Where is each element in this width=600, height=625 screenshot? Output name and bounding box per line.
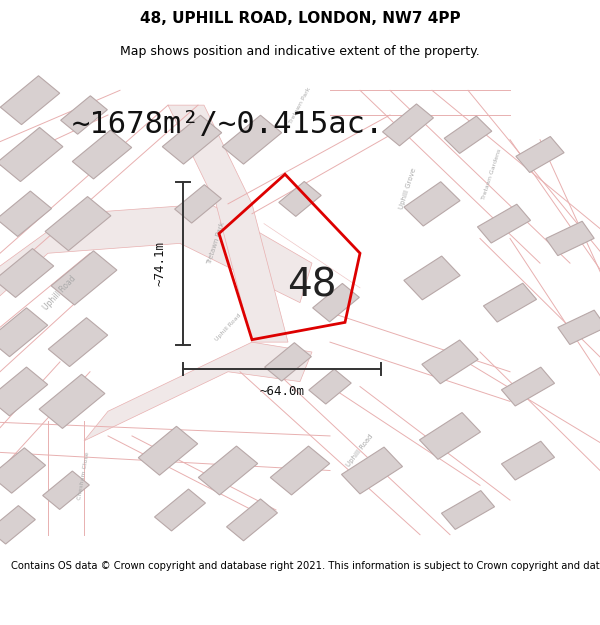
Text: Tretawn Park: Tretawn Park [206, 221, 226, 266]
Bar [422, 340, 478, 384]
Text: Uphill Road: Uphill Road [214, 312, 242, 342]
Text: 48, UPHILL ROAD, LONDON, NW7 4PP: 48, UPHILL ROAD, LONDON, NW7 4PP [140, 11, 460, 26]
Bar [558, 310, 600, 344]
Text: Contains OS data © Crown copyright and database right 2021. This information is : Contains OS data © Crown copyright and d… [11, 561, 600, 571]
Bar [484, 283, 536, 322]
Bar [383, 104, 433, 146]
Bar [404, 182, 460, 226]
Bar [341, 447, 403, 494]
Bar [43, 471, 89, 509]
Bar [444, 116, 492, 153]
Bar [45, 197, 111, 251]
Bar [227, 499, 277, 541]
Text: Map shows position and indicative extent of the property.: Map shows position and indicative extent… [120, 45, 480, 58]
Text: ~64.0m: ~64.0m [260, 385, 305, 398]
Bar [442, 491, 494, 529]
Bar [139, 426, 197, 475]
Text: Chesham Close: Chesham Close [77, 451, 91, 500]
Bar [279, 181, 321, 216]
Bar [309, 369, 351, 404]
Bar [404, 256, 460, 300]
Bar [51, 251, 117, 305]
Bar [0, 191, 52, 236]
Text: Uphill Road: Uphill Road [346, 433, 374, 468]
Bar [478, 204, 530, 243]
Bar [61, 96, 107, 134]
Text: Uphill Road: Uphill Road [42, 274, 78, 312]
Bar [0, 249, 53, 298]
Polygon shape [84, 342, 312, 441]
Bar [502, 367, 554, 406]
Bar [0, 506, 35, 544]
Bar [0, 308, 47, 357]
Bar [199, 446, 257, 495]
Bar [1, 76, 59, 124]
Bar [516, 136, 564, 172]
Bar [49, 318, 107, 367]
Text: ~1678m²/~0.415ac.: ~1678m²/~0.415ac. [72, 111, 384, 139]
Text: ~74.1m: ~74.1m [154, 241, 167, 286]
Bar [223, 115, 281, 164]
Bar [155, 489, 205, 531]
Bar [313, 283, 359, 322]
Bar [73, 130, 131, 179]
Bar [0, 448, 46, 493]
Text: Uphill Grove: Uphill Grove [398, 168, 418, 211]
Text: Tretawn Gardens: Tretawn Gardens [481, 148, 503, 201]
Bar [502, 441, 554, 480]
Bar [265, 342, 311, 381]
Text: Tretawn Park: Tretawn Park [288, 86, 312, 124]
Bar [0, 367, 47, 416]
Bar [419, 412, 481, 459]
Bar [546, 221, 594, 256]
Bar [0, 127, 63, 181]
Bar [163, 115, 221, 164]
Polygon shape [168, 105, 288, 342]
Text: 48: 48 [287, 266, 337, 304]
Bar [271, 446, 329, 495]
Polygon shape [0, 204, 312, 322]
Bar [175, 184, 221, 223]
Bar [39, 374, 105, 428]
